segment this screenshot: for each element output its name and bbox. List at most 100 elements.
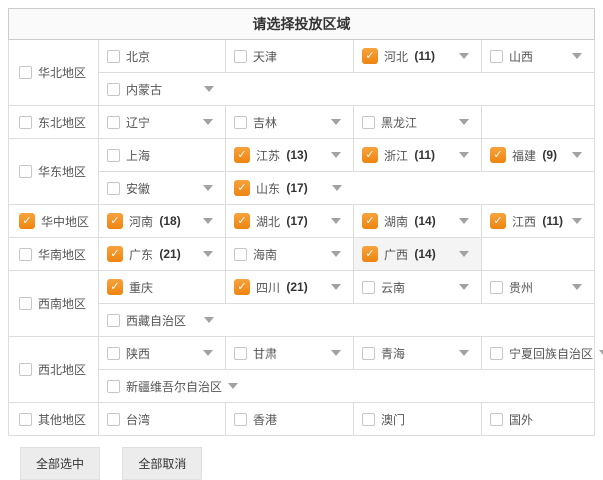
dropdown-arrow-icon[interactable] bbox=[331, 251, 341, 257]
province-checkbox-unchecked-icon[interactable] bbox=[362, 346, 375, 360]
province-label[interactable]: 浙江 bbox=[384, 148, 409, 163]
province-checkbox-checked-icon[interactable]: ✓ bbox=[490, 213, 506, 229]
province-label[interactable]: 宁夏回族自治区 bbox=[509, 346, 594, 361]
province-checkbox-unchecked-icon[interactable] bbox=[490, 280, 503, 294]
province-label[interactable]: 海南 bbox=[253, 247, 278, 262]
dropdown-arrow-icon[interactable] bbox=[459, 152, 469, 158]
region-label[interactable]: 华南地区 bbox=[38, 247, 87, 262]
dropdown-arrow-icon[interactable] bbox=[331, 218, 341, 224]
province-label[interactable]: 云南 bbox=[381, 280, 406, 295]
province-label[interactable]: 陕西 bbox=[126, 346, 151, 361]
region-label[interactable]: 华东地区 bbox=[38, 165, 87, 179]
province-label[interactable]: 江西 bbox=[512, 214, 537, 229]
province-label[interactable]: 上海 bbox=[126, 148, 151, 163]
province-checkbox-checked-icon[interactable]: ✓ bbox=[107, 279, 123, 295]
province-label[interactable]: 福建 bbox=[512, 148, 537, 163]
province-checkbox-unchecked-icon[interactable] bbox=[234, 346, 247, 360]
region-checkbox-unchecked-icon[interactable] bbox=[19, 412, 32, 426]
dropdown-arrow-icon[interactable] bbox=[459, 350, 469, 356]
region-label[interactable]: 西南地区 bbox=[38, 297, 87, 311]
province-checkbox-unchecked-icon[interactable] bbox=[490, 346, 503, 360]
province-label[interactable]: 台湾 bbox=[126, 412, 151, 427]
province-label[interactable]: 贵州 bbox=[509, 280, 534, 295]
dropdown-arrow-icon[interactable] bbox=[203, 350, 213, 356]
select-all-button[interactable]: 全部选中 bbox=[20, 447, 101, 480]
province-checkbox-checked-icon[interactable]: ✓ bbox=[362, 213, 378, 229]
province-checkbox-unchecked-icon[interactable] bbox=[107, 313, 120, 327]
province-label[interactable]: 湖南 bbox=[384, 214, 409, 229]
province-checkbox-checked-icon[interactable]: ✓ bbox=[234, 213, 250, 229]
province-checkbox-checked-icon[interactable]: ✓ bbox=[234, 180, 250, 196]
dropdown-arrow-icon[interactable] bbox=[203, 86, 214, 92]
region-checkbox-checked-icon[interactable]: ✓ bbox=[19, 213, 35, 229]
province-checkbox-unchecked-icon[interactable] bbox=[107, 412, 120, 426]
province-label[interactable]: 天津 bbox=[253, 49, 278, 64]
province-checkbox-unchecked-icon[interactable] bbox=[362, 115, 375, 129]
province-checkbox-unchecked-icon[interactable] bbox=[107, 346, 120, 360]
dropdown-arrow-icon[interactable] bbox=[203, 251, 213, 257]
region-checkbox-unchecked-icon[interactable] bbox=[19, 165, 32, 178]
dropdown-arrow-icon[interactable] bbox=[228, 383, 239, 389]
province-label[interactable]: 湖北 bbox=[256, 214, 281, 229]
dropdown-arrow-icon[interactable] bbox=[331, 119, 341, 125]
province-label[interactable]: 新疆维吾尔自治区 bbox=[126, 379, 223, 394]
province-checkbox-checked-icon[interactable]: ✓ bbox=[362, 48, 378, 64]
region-checkbox-unchecked-icon[interactable] bbox=[19, 363, 32, 376]
province-checkbox-unchecked-icon[interactable] bbox=[234, 412, 247, 426]
province-checkbox-checked-icon[interactable]: ✓ bbox=[234, 147, 250, 163]
dropdown-arrow-icon[interactable] bbox=[331, 152, 341, 158]
province-label[interactable]: 甘肃 bbox=[253, 346, 278, 361]
region-label[interactable]: 西北地区 bbox=[38, 363, 87, 377]
region-label[interactable]: 东北地区 bbox=[38, 115, 87, 130]
dropdown-arrow-icon[interactable] bbox=[459, 284, 469, 290]
province-checkbox-unchecked-icon[interactable] bbox=[490, 412, 503, 426]
province-label[interactable]: 澳门 bbox=[381, 412, 406, 427]
province-checkbox-checked-icon[interactable]: ✓ bbox=[234, 279, 250, 295]
province-checkbox-unchecked-icon[interactable] bbox=[107, 49, 120, 63]
region-label[interactable]: 其他地区 bbox=[38, 412, 87, 427]
province-label[interactable]: 吉林 bbox=[253, 115, 278, 130]
region-checkbox-unchecked-icon[interactable] bbox=[19, 297, 32, 310]
province-label[interactable]: 北京 bbox=[126, 49, 151, 64]
dropdown-arrow-icon[interactable] bbox=[203, 185, 213, 191]
dropdown-arrow-icon[interactable] bbox=[572, 284, 582, 290]
dropdown-arrow-icon[interactable] bbox=[572, 53, 582, 59]
dropdown-arrow-icon[interactable] bbox=[203, 317, 214, 323]
province-label[interactable]: 国外 bbox=[509, 412, 534, 427]
province-checkbox-unchecked-icon[interactable] bbox=[107, 148, 120, 162]
province-label[interactable]: 安徽 bbox=[126, 181, 151, 196]
dropdown-arrow-icon[interactable] bbox=[459, 251, 469, 257]
dropdown-arrow-icon[interactable] bbox=[459, 119, 469, 125]
province-checkbox-checked-icon[interactable]: ✓ bbox=[362, 147, 378, 163]
province-checkbox-unchecked-icon[interactable] bbox=[107, 181, 120, 195]
cancel-all-button[interactable]: 全部取消 bbox=[122, 447, 203, 480]
region-checkbox-unchecked-icon[interactable] bbox=[19, 115, 32, 129]
province-label[interactable]: 重庆 bbox=[129, 280, 154, 295]
province-checkbox-unchecked-icon[interactable] bbox=[107, 115, 120, 129]
province-checkbox-unchecked-icon[interactable] bbox=[362, 412, 375, 426]
province-label[interactable]: 江苏 bbox=[256, 148, 281, 163]
dropdown-arrow-icon[interactable] bbox=[599, 350, 603, 356]
dropdown-arrow-icon[interactable] bbox=[331, 350, 341, 356]
dropdown-arrow-icon[interactable] bbox=[459, 218, 469, 224]
region-label[interactable]: 华北地区 bbox=[38, 66, 87, 80]
province-label[interactable]: 黑龙江 bbox=[381, 115, 418, 130]
dropdown-arrow-icon[interactable] bbox=[572, 218, 582, 224]
dropdown-arrow-icon[interactable] bbox=[459, 53, 469, 59]
province-checkbox-checked-icon[interactable]: ✓ bbox=[490, 147, 506, 163]
province-label[interactable]: 河北 bbox=[384, 49, 409, 64]
dropdown-arrow-icon[interactable] bbox=[331, 284, 341, 290]
province-label[interactable]: 广西 bbox=[384, 247, 409, 262]
province-label[interactable]: 香港 bbox=[253, 412, 278, 427]
province-checkbox-unchecked-icon[interactable] bbox=[234, 115, 247, 129]
province-checkbox-checked-icon[interactable]: ✓ bbox=[107, 213, 123, 229]
province-label[interactable]: 山东 bbox=[256, 181, 281, 196]
province-checkbox-unchecked-icon[interactable] bbox=[234, 49, 247, 63]
province-checkbox-unchecked-icon[interactable] bbox=[107, 82, 120, 96]
province-label[interactable]: 广东 bbox=[129, 247, 154, 262]
dropdown-arrow-icon[interactable] bbox=[203, 119, 213, 125]
province-label[interactable]: 青海 bbox=[381, 346, 406, 361]
region-label[interactable]: 华中地区 bbox=[41, 214, 90, 229]
dropdown-arrow-icon[interactable] bbox=[331, 185, 342, 191]
province-checkbox-unchecked-icon[interactable] bbox=[490, 49, 503, 63]
